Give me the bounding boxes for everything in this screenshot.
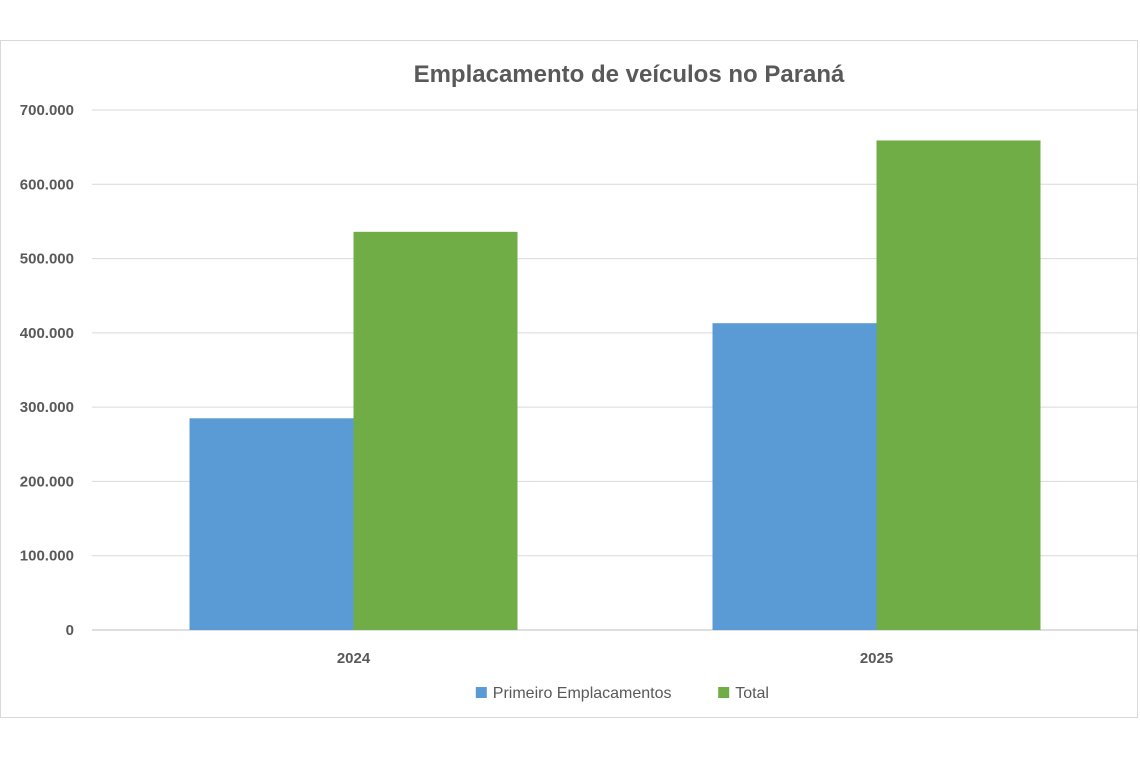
bar-primeiro-emplacamentos-2024	[189, 418, 354, 630]
bars	[189, 140, 1041, 631]
chart-title: Emplacamento de veículos no Paraná	[414, 61, 845, 88]
legend-label: Primeiro Emplacamentos	[493, 685, 672, 702]
y-tick-label: 0	[66, 622, 74, 639]
legend-swatch	[475, 687, 487, 698]
y-tick-label: 500.000	[20, 251, 74, 268]
y-tick-label: 700.000	[20, 102, 74, 119]
y-tick-label: 200.000	[20, 473, 74, 490]
y-tick-label: 100.000	[20, 548, 74, 565]
x-axis-ticks: 2024 2025	[337, 650, 893, 667]
legend-label: Total	[735, 685, 769, 702]
x-tick-label: 2025	[860, 650, 893, 667]
y-axis-ticks: 0 100.000 200.000 300.000 400.000 500.000 600.…	[20, 102, 74, 639]
bar-total-2025	[876, 140, 1041, 630]
legend-swatch	[718, 687, 730, 698]
y-tick-label: 300.000	[20, 399, 74, 416]
bar-total-2024	[353, 231, 518, 631]
x-tick-label: 2024	[337, 650, 371, 667]
legend: Primeiro Emplacamentos Total	[475, 685, 769, 702]
bar-primeiro-emplacamentos-2025	[712, 323, 877, 630]
y-tick-label: 400.000	[20, 325, 74, 342]
y-tick-label: 600.000	[20, 176, 74, 193]
